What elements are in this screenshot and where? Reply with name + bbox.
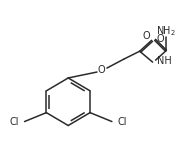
Text: NH: NH — [157, 56, 171, 66]
Text: O: O — [143, 31, 151, 41]
Text: Cl: Cl — [118, 116, 127, 127]
Text: NH$_2$: NH$_2$ — [156, 25, 175, 38]
Text: Cl: Cl — [9, 116, 19, 127]
Text: O: O — [157, 34, 164, 44]
Text: O: O — [97, 65, 105, 75]
